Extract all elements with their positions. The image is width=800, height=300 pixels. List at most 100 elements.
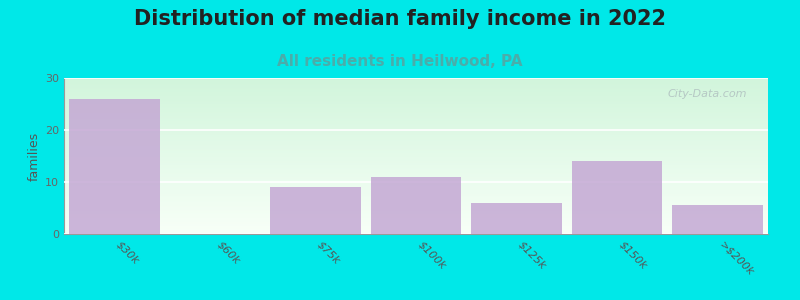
Bar <box>64 100 768 101</box>
Bar <box>64 118 768 119</box>
Bar <box>64 88 768 89</box>
Bar <box>64 151 768 152</box>
Bar <box>64 208 768 209</box>
Bar <box>64 101 768 102</box>
Bar <box>64 98 768 99</box>
Bar <box>64 219 768 220</box>
Bar <box>471 203 562 234</box>
Bar <box>64 116 768 117</box>
Bar <box>64 117 768 118</box>
Bar <box>64 182 768 183</box>
Bar <box>64 129 768 130</box>
Bar <box>64 149 768 150</box>
Bar <box>64 227 768 228</box>
Bar <box>64 187 768 188</box>
Bar <box>64 196 768 197</box>
Bar <box>64 205 768 206</box>
Bar <box>64 216 768 217</box>
Bar <box>64 138 768 139</box>
Bar <box>64 79 768 80</box>
Bar <box>64 197 768 198</box>
Bar <box>64 194 768 195</box>
Bar <box>64 80 768 81</box>
Bar <box>64 90 768 91</box>
Bar <box>64 169 768 170</box>
Bar <box>64 96 768 97</box>
Bar <box>64 180 768 181</box>
Bar <box>64 146 768 147</box>
Bar <box>64 207 768 208</box>
Bar <box>64 112 768 113</box>
Bar <box>64 89 768 90</box>
Bar <box>64 209 768 210</box>
Bar <box>64 161 768 162</box>
Bar <box>64 224 768 225</box>
Bar <box>64 92 768 93</box>
Bar <box>64 81 768 82</box>
Bar <box>370 177 462 234</box>
Bar <box>270 187 361 234</box>
Bar <box>64 120 768 121</box>
Bar <box>64 174 768 175</box>
Bar <box>64 185 768 186</box>
Bar <box>64 172 768 173</box>
Bar <box>64 150 768 151</box>
Bar <box>572 161 662 234</box>
Bar <box>64 124 768 125</box>
Bar <box>64 153 768 154</box>
Bar <box>64 178 768 179</box>
Bar <box>64 195 768 196</box>
Bar <box>64 225 768 226</box>
Bar <box>64 190 768 191</box>
Bar <box>64 184 768 185</box>
Bar <box>64 82 768 83</box>
Bar <box>64 213 768 214</box>
Bar <box>64 108 768 109</box>
Bar <box>64 95 768 96</box>
Bar <box>64 155 768 156</box>
Bar <box>64 154 768 155</box>
Bar <box>64 130 768 131</box>
Bar <box>64 147 768 148</box>
Bar <box>64 165 768 166</box>
Bar <box>64 105 768 106</box>
Bar <box>64 127 768 128</box>
Bar <box>64 132 768 133</box>
Bar <box>69 99 159 234</box>
Bar <box>64 221 768 222</box>
Bar <box>64 230 768 231</box>
Bar <box>64 168 768 169</box>
Bar <box>64 232 768 233</box>
Bar <box>64 158 768 159</box>
Bar <box>64 139 768 140</box>
Bar <box>64 189 768 190</box>
Bar <box>64 126 768 127</box>
Bar <box>64 177 768 178</box>
Bar <box>64 164 768 165</box>
Bar <box>64 141 768 142</box>
Text: City-Data.com: City-Data.com <box>667 89 747 99</box>
Bar <box>64 87 768 88</box>
Bar <box>64 218 768 219</box>
Bar <box>64 121 768 122</box>
Bar <box>64 179 768 180</box>
Bar <box>64 84 768 85</box>
Bar <box>64 157 768 158</box>
Bar <box>673 206 763 234</box>
Bar <box>64 192 768 193</box>
Bar <box>64 181 768 182</box>
Bar <box>64 114 768 115</box>
Bar <box>64 94 768 95</box>
Bar <box>64 200 768 201</box>
Bar <box>64 144 768 145</box>
Bar <box>64 78 768 79</box>
Bar <box>64 191 768 192</box>
Bar <box>64 223 768 224</box>
Bar <box>64 86 768 87</box>
Bar <box>64 183 768 184</box>
Bar <box>64 119 768 120</box>
Bar <box>64 107 768 108</box>
Bar <box>64 202 768 203</box>
Bar <box>64 193 768 194</box>
Bar <box>64 170 768 171</box>
